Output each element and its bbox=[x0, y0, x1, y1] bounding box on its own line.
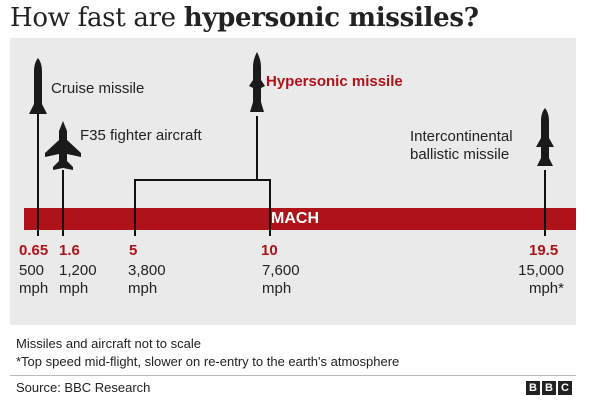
mach-value: 10 bbox=[261, 242, 278, 259]
mach-bar bbox=[24, 208, 576, 230]
hypersonic-range-bracket bbox=[134, 179, 271, 236]
mph-value: 500 mph bbox=[19, 262, 49, 297]
mach-value: 5 bbox=[129, 242, 138, 259]
diagram-panel bbox=[10, 38, 576, 325]
icbm-label-line2: ballistic missile bbox=[410, 146, 510, 163]
cruise-missile-label: Cruise missile bbox=[51, 80, 145, 97]
mach-value: 19.5 bbox=[529, 242, 559, 259]
hypersonic-missile-icon bbox=[249, 52, 265, 112]
mph-value: 3,800 mph bbox=[128, 262, 166, 297]
footnote: *Top speed mid-flight, slower on re-entr… bbox=[16, 354, 400, 369]
f35-label: F35 fighter aircraft bbox=[80, 127, 202, 144]
mach-label: MACH bbox=[271, 210, 319, 227]
mach-value: 0.65 bbox=[19, 242, 49, 259]
scale-note: Missiles and aircraft not to scale bbox=[16, 336, 201, 351]
page-title: How fast are hypersonic missiles? bbox=[10, 3, 479, 33]
mph-value: 1,200 mph bbox=[59, 262, 97, 297]
icbm-label-line1: Intercontinental bbox=[410, 128, 513, 145]
hypersonic-label: Hypersonic missile bbox=[266, 73, 403, 90]
fighter-jet-icon bbox=[45, 121, 81, 170]
source-credit: Source: BBC Research bbox=[16, 380, 151, 395]
icbm-icon bbox=[536, 108, 554, 166]
mach-value: 1.6 bbox=[59, 242, 80, 259]
mph-value: 15,000 mph* bbox=[518, 262, 564, 297]
cruise-missile-icon bbox=[29, 58, 47, 114]
footer-divider bbox=[10, 375, 576, 376]
mph-value: 7,600 mph bbox=[262, 262, 300, 297]
